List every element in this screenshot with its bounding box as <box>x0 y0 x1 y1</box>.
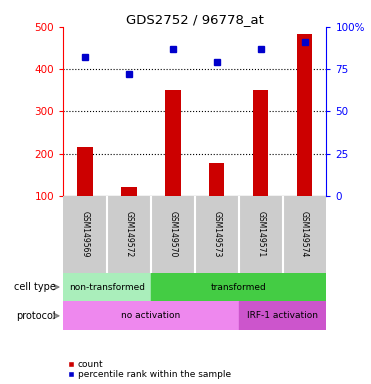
Bar <box>63 273 151 301</box>
Text: no activation: no activation <box>121 311 181 320</box>
Bar <box>77 147 93 196</box>
Bar <box>165 90 181 196</box>
Legend: count, percentile rank within the sample: count, percentile rank within the sample <box>68 360 231 379</box>
Text: IRF-1 activation: IRF-1 activation <box>247 311 318 320</box>
Bar <box>297 34 312 196</box>
Text: GSM149574: GSM149574 <box>300 211 309 257</box>
Text: GSM149569: GSM149569 <box>81 211 89 257</box>
Text: cell type: cell type <box>14 282 56 292</box>
Bar <box>121 187 137 196</box>
Bar <box>239 301 326 330</box>
Text: transformed: transformed <box>211 283 266 291</box>
Text: protocol: protocol <box>16 311 56 321</box>
Text: GSM149572: GSM149572 <box>124 211 134 257</box>
Bar <box>209 163 224 196</box>
Bar <box>151 273 326 301</box>
Title: GDS2752 / 96778_at: GDS2752 / 96778_at <box>126 13 264 26</box>
Text: GSM149573: GSM149573 <box>212 211 221 257</box>
Text: GSM149571: GSM149571 <box>256 211 265 257</box>
Bar <box>253 90 268 196</box>
Text: GSM149570: GSM149570 <box>168 211 177 257</box>
Text: non-transformed: non-transformed <box>69 283 145 291</box>
Bar <box>63 301 239 330</box>
